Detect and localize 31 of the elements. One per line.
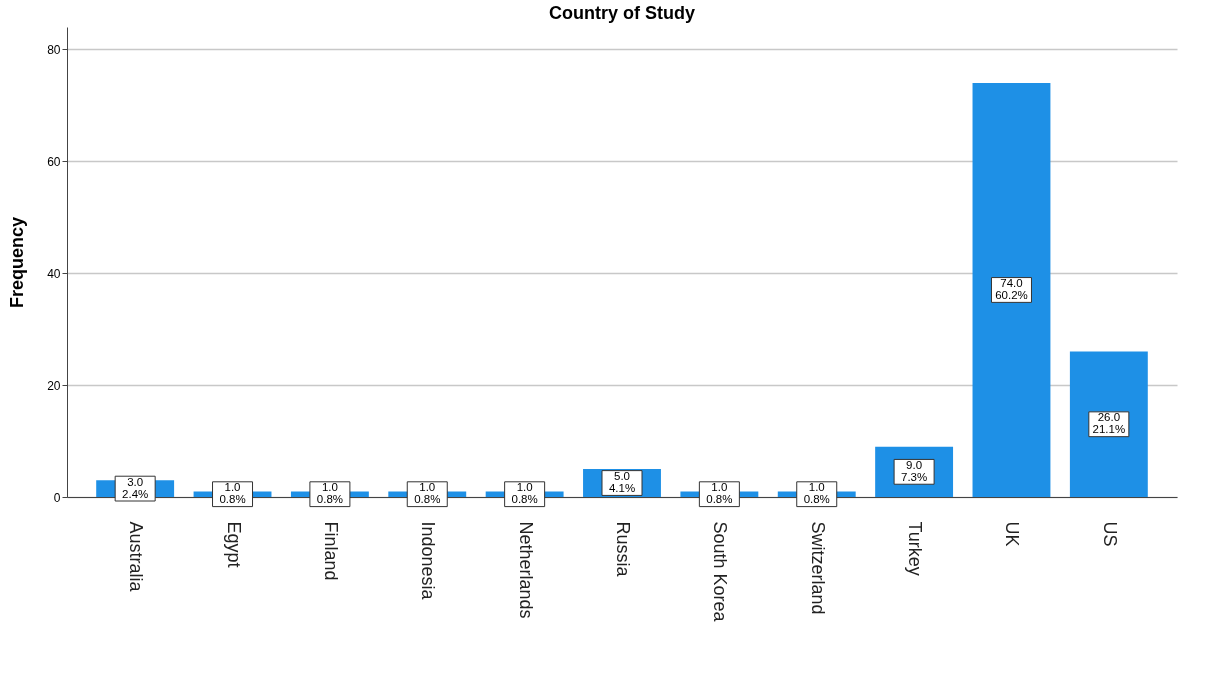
data-label: 1.0 0.8% xyxy=(219,481,246,506)
y-tick-label: 40 xyxy=(47,266,61,281)
chart-title: Country of Study xyxy=(549,3,695,23)
y-axis-title: Frequency xyxy=(7,216,28,309)
x-tick-label: Finland xyxy=(320,521,341,581)
data-label: 74.0 60.2% xyxy=(995,276,1028,301)
x-tick-label: South Korea xyxy=(710,521,731,623)
x-tick-label: US xyxy=(1099,521,1120,547)
y-tick-label: 80 xyxy=(47,42,61,57)
x-tick-label: Australia xyxy=(126,521,147,593)
data-label: 3.0 2.4% xyxy=(122,475,149,500)
bar xyxy=(972,82,1051,497)
y-tick-label: 20 xyxy=(47,378,61,393)
x-tick-label: Turkey xyxy=(905,521,926,576)
y-tick-label: 0 xyxy=(53,490,61,505)
x-tick-label: Switzerland xyxy=(807,521,828,615)
data-label: 1.0 0.8% xyxy=(803,481,830,506)
x-tick-label: Egypt xyxy=(223,521,244,568)
data-label: 26.0 21.1% xyxy=(1092,411,1126,436)
x-tick-label: Indonesia xyxy=(418,521,439,601)
data-label: 1.0 0.8% xyxy=(414,481,441,506)
data-label: 1.0 0.8% xyxy=(706,481,733,506)
x-tick-label: Russia xyxy=(613,521,633,578)
data-label: 5.0 4.1% xyxy=(608,470,636,495)
data-label: 1.0 0.8% xyxy=(316,481,343,506)
data-label: 1.0 0.8% xyxy=(511,481,538,506)
bar xyxy=(1069,351,1148,497)
y-tick-label: 60 xyxy=(47,154,61,169)
data-label: 9.0 7.3% xyxy=(901,458,928,483)
x-tick-label: Netherlands xyxy=(515,521,536,619)
x-tick-label: UK xyxy=(1002,521,1023,547)
